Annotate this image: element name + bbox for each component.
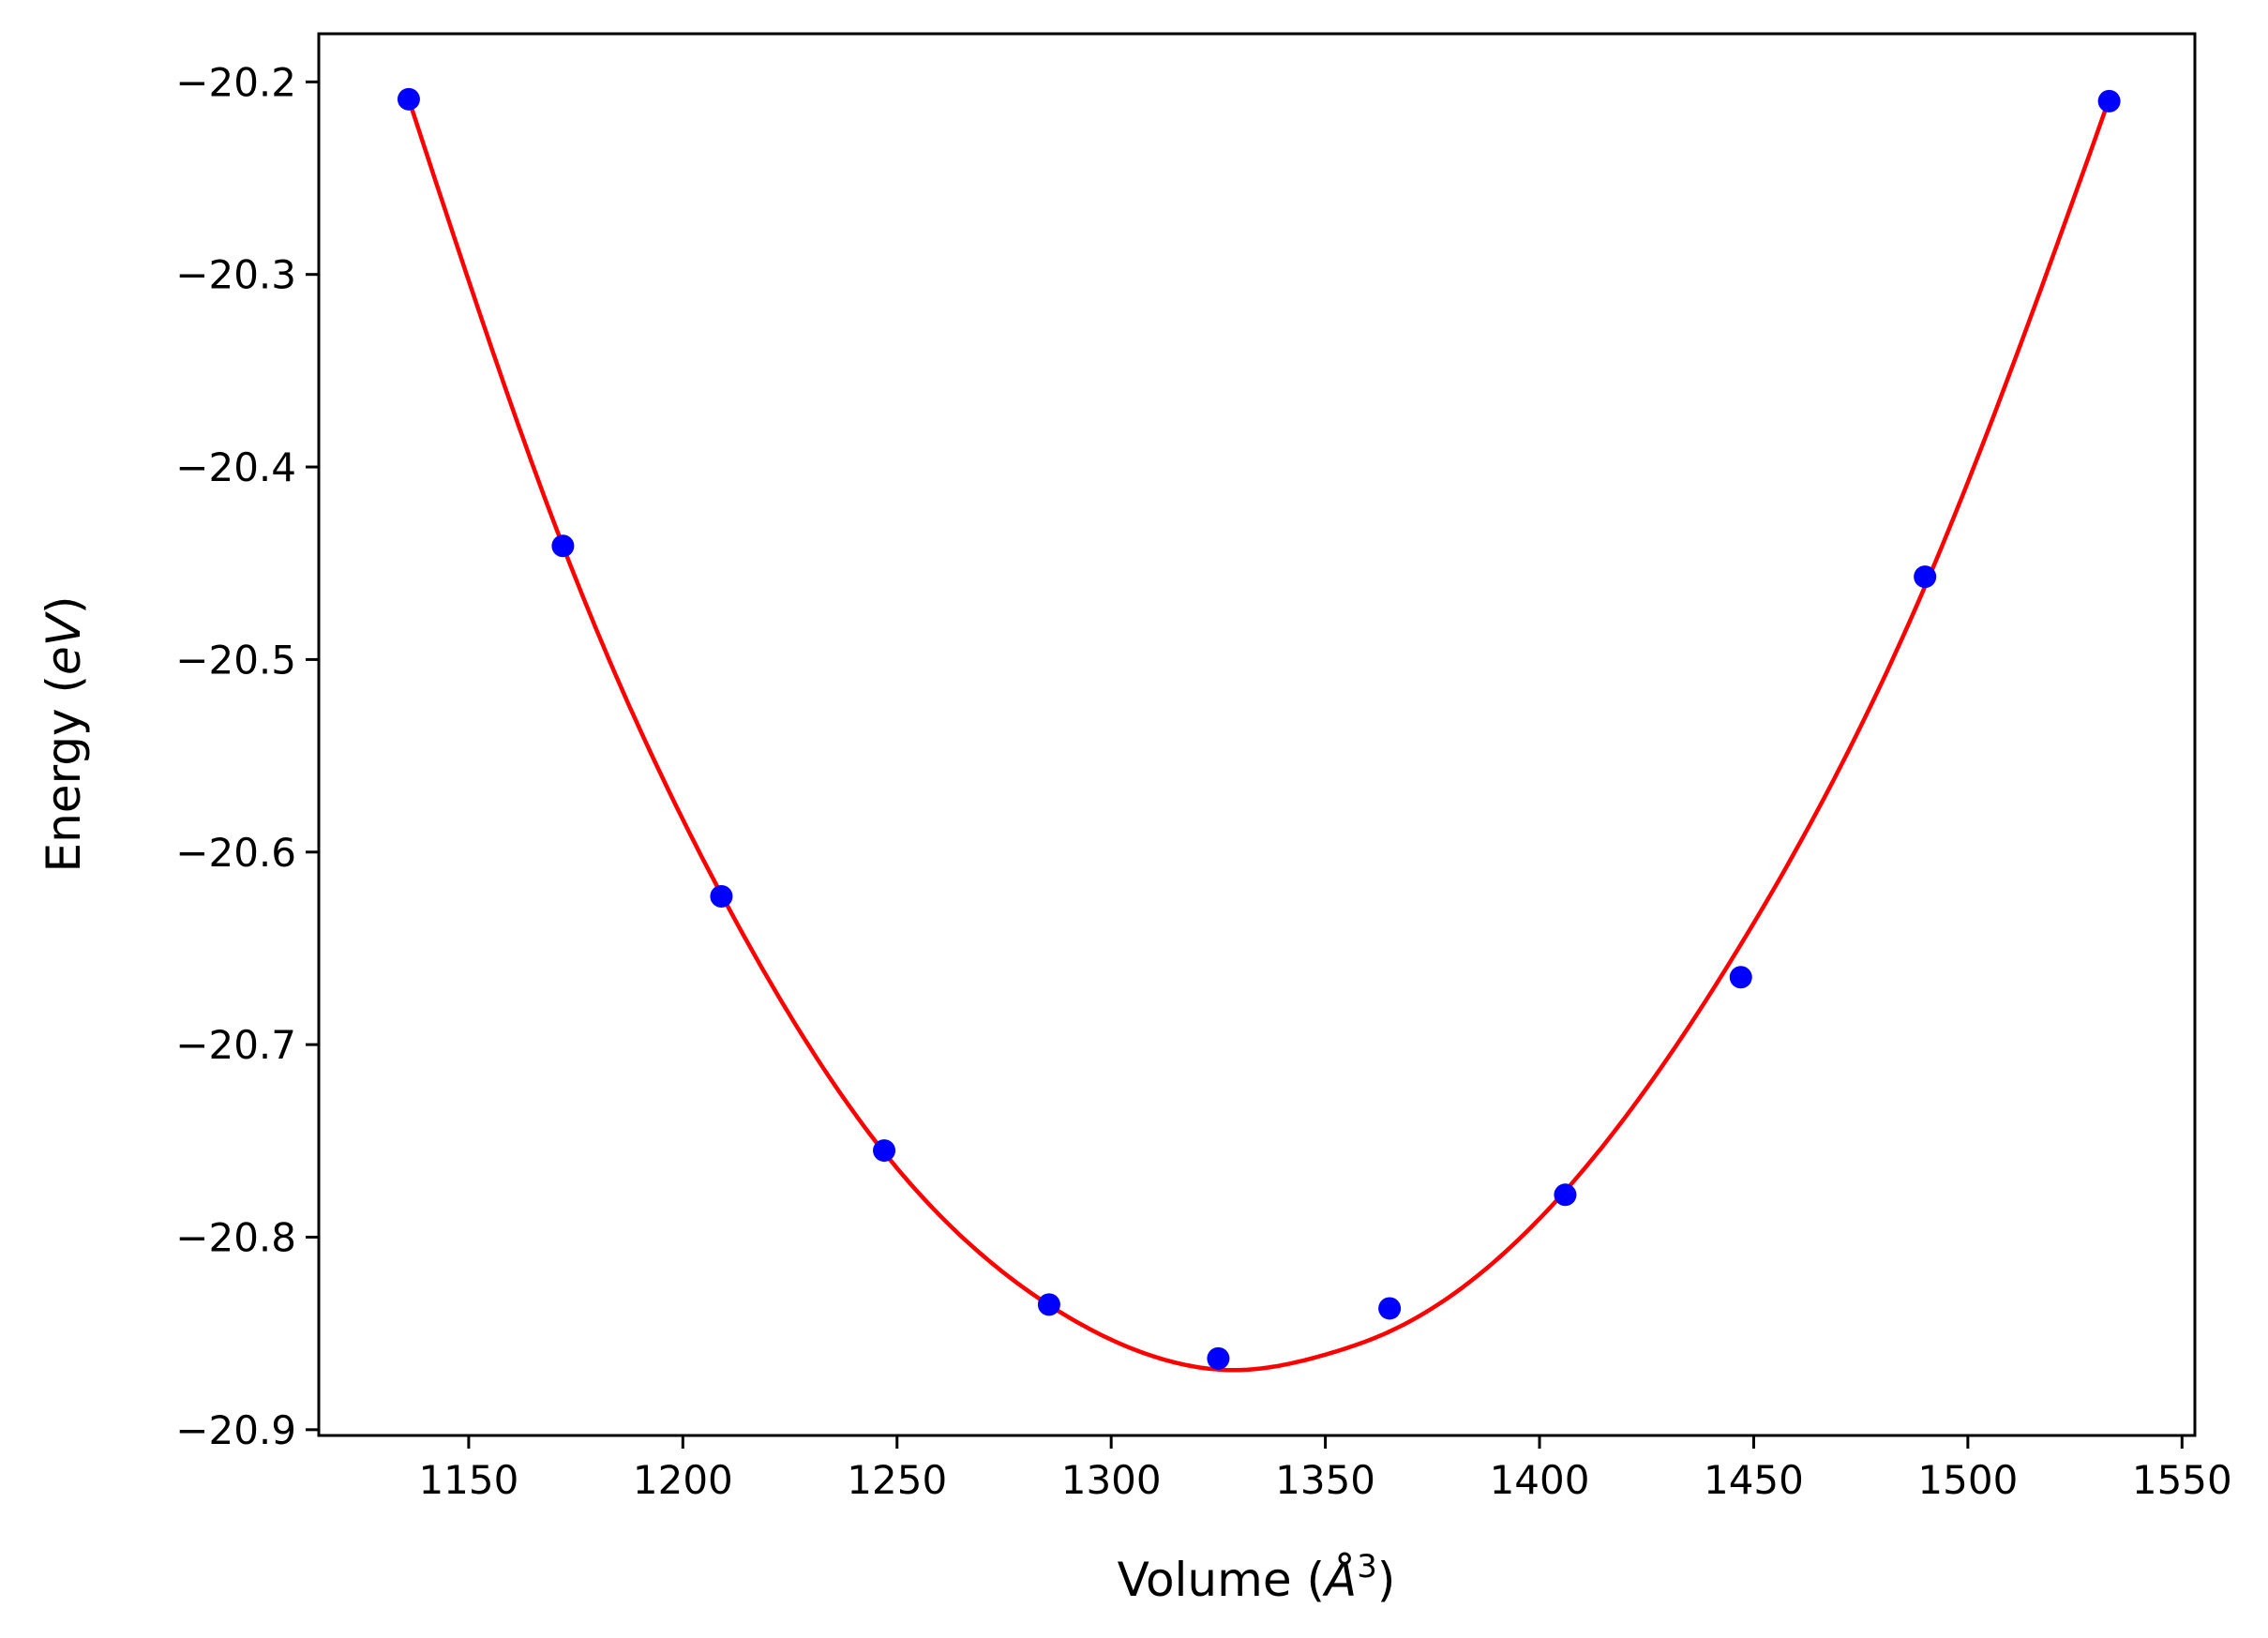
x-tick-label: 1550 (2132, 1457, 2232, 1503)
x-tick-label: 1250 (847, 1457, 947, 1503)
data-point (873, 1139, 896, 1163)
data-point (2097, 89, 2121, 113)
y-tick-label: −20.9 (175, 1407, 296, 1453)
y-tick-label: −20.2 (175, 59, 296, 105)
x-tick-label: 1400 (1490, 1457, 1590, 1503)
data-point (551, 534, 575, 558)
y-tick-label: −20.4 (175, 444, 296, 490)
data-point (1554, 1183, 1577, 1207)
data-point (1378, 1297, 1402, 1320)
y-tick-label: −20.5 (175, 637, 296, 683)
x-tick-label: 1200 (633, 1457, 733, 1503)
y-tick-label: −20.3 (175, 252, 296, 298)
data-point (397, 87, 420, 111)
data-point (1729, 966, 1752, 989)
plot-frame (317, 32, 2197, 1437)
y-axis: −20.2 −20.3 −20.4 −20.5 −20.6 −20.7 −20.8 −20.9 (175, 59, 319, 1453)
y-tick-label: −20.7 (175, 1022, 296, 1068)
data-point (1207, 1346, 1230, 1370)
x-tick-label: 1300 (1061, 1457, 1162, 1503)
x-tick-label: 1500 (1917, 1457, 2018, 1503)
x-axis-title: Volume (Å3) (1118, 1548, 1396, 1607)
x-tick-label: 1150 (418, 1457, 518, 1503)
y-tick-label: −20.8 (175, 1214, 296, 1260)
data-point (710, 885, 733, 908)
x-tick-label: 1350 (1275, 1457, 1375, 1503)
data-point (1914, 565, 1937, 589)
x-tick-label: 1450 (1704, 1457, 1804, 1503)
y-axis-title: Energy (eV) (37, 596, 91, 873)
plot-area (397, 87, 2121, 1373)
data-point (1037, 1293, 1060, 1316)
y-tick-label: −20.6 (175, 830, 296, 876)
x-axis: 1150 1200 1250 1300 1350 1400 1450 1500 1550 (418, 1435, 2232, 1503)
